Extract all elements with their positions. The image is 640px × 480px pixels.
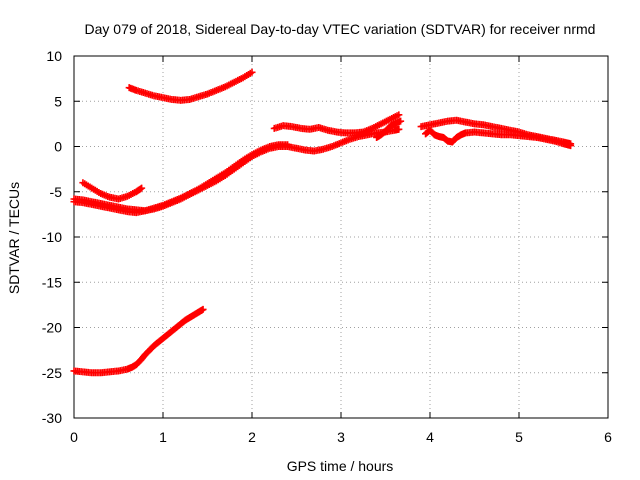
y-tick-label: -25 — [42, 365, 62, 381]
data-point — [397, 117, 405, 125]
grid — [74, 56, 608, 418]
chart-title: Day 079 of 2018, Sidereal Day-to-day VTE… — [85, 21, 596, 37]
y-tick-label: -10 — [42, 229, 62, 245]
data-point — [248, 68, 256, 76]
y-tick-label: -15 — [42, 274, 62, 290]
data-point — [395, 125, 403, 133]
x-tick-label: 2 — [248, 429, 256, 445]
x-axis-label: GPS time / hours — [287, 458, 394, 474]
y-tick-label: 5 — [54, 93, 62, 109]
x-tick-label: 0 — [70, 429, 78, 445]
data-point — [138, 184, 146, 192]
y-tick-label: -20 — [42, 320, 62, 336]
data-series-arc-9 — [70, 305, 207, 377]
data-series-arc-3 — [70, 141, 292, 217]
y-axis-label: SDTVAR / TECUs — [6, 182, 22, 294]
x-tick-label: 6 — [604, 429, 612, 445]
x-tick-label: 4 — [426, 429, 434, 445]
axis-ticks: 0 1 2 3 4 5 6 -30 -25 -20 -15 -10 -5 0 5 10 — [42, 48, 612, 445]
x-tick-label: 5 — [515, 429, 523, 445]
data-series-arc-1 — [125, 68, 256, 104]
x-tick-label: 1 — [159, 429, 167, 445]
y-tick-label: -30 — [42, 410, 62, 426]
data-series-arc-4 — [79, 179, 146, 203]
data-point — [284, 141, 292, 149]
y-tick-label: -5 — [50, 184, 63, 200]
data-series-arc-8 — [422, 126, 575, 150]
x-tick-label: 3 — [337, 429, 345, 445]
y-tick-label: 0 — [54, 139, 62, 155]
data-series-arc-6 — [373, 117, 405, 141]
data-series — [70, 68, 575, 377]
data-point — [567, 142, 575, 150]
data-series-arc-5 — [270, 111, 403, 137]
data-point — [395, 111, 403, 119]
data-point — [199, 305, 207, 313]
y-tick-label: 10 — [46, 48, 62, 64]
